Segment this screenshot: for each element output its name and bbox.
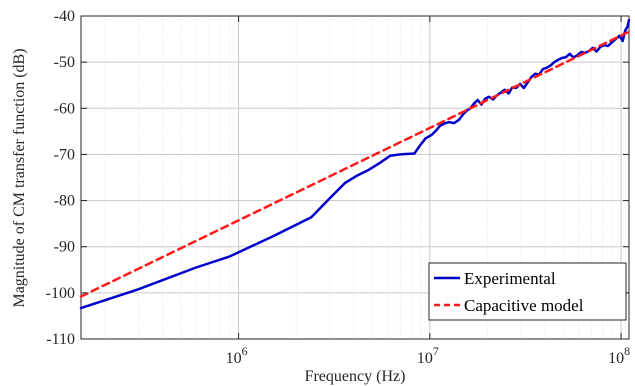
y-tick-label: -90 (54, 239, 75, 256)
y-tick-label: -80 (54, 193, 75, 210)
plot-frame (80, 15, 630, 340)
y-tick-label: -50 (54, 54, 75, 71)
ticks: 106 107 108 -110 -100 -90 -80 -70 -60 -50 -40 (46, 8, 630, 367)
legend-label-experimental: Experimental (464, 269, 556, 288)
grid (81, 16, 629, 339)
y-tick-label: -40 (54, 8, 75, 25)
y-tick-label: -60 (54, 100, 75, 117)
x-tick-label: 108 (608, 344, 630, 367)
y-tick-label: -100 (46, 285, 75, 302)
x-tick-label: 106 (226, 344, 248, 367)
legend-box (428, 262, 627, 321)
y-tick-label: -70 (54, 146, 75, 163)
legend-label-capacitive-model: Capacitive model (464, 296, 584, 315)
series-line-capacitive-model (79, 30, 631, 298)
x-tick-label: 107 (417, 344, 439, 367)
y-axis-label: Magnitude of CM transfer function (dB) (11, 48, 28, 307)
series-layer (79, 18, 631, 310)
y-tick-label: -110 (46, 331, 75, 348)
x-axis-label: Frequency (Hz) (305, 368, 406, 385)
legend: Experimental Capacitive model (428, 262, 627, 321)
